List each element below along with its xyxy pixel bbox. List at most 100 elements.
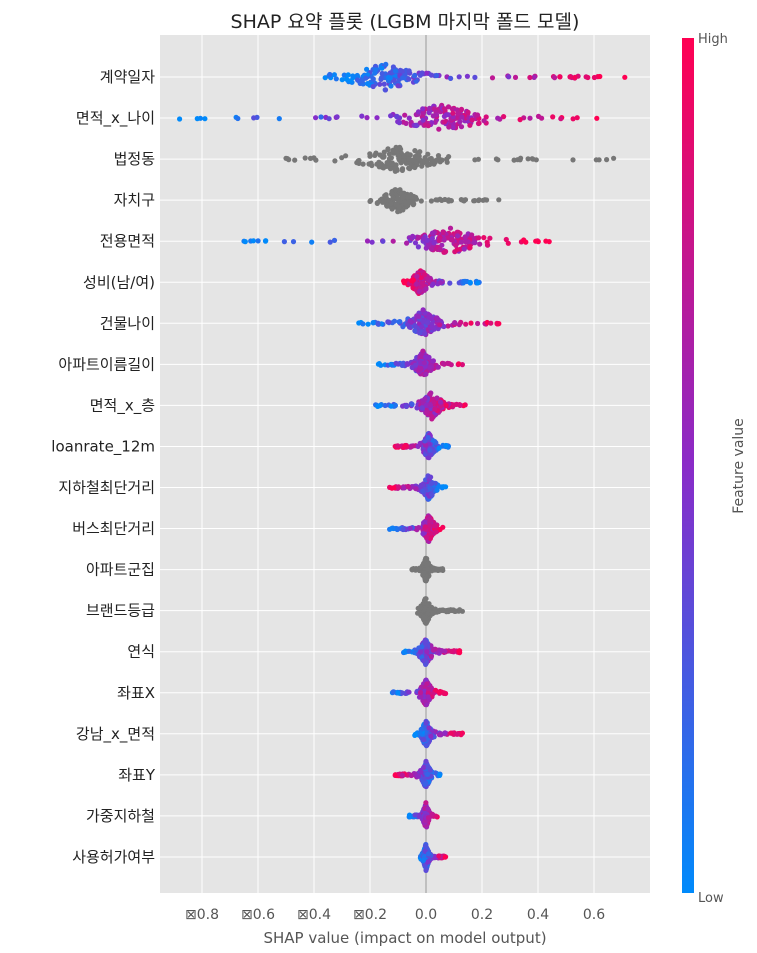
- feature-points: [409, 555, 446, 584]
- shap-point: [494, 321, 500, 327]
- shap-point: [441, 484, 447, 490]
- shap-point: [443, 608, 449, 614]
- shap-point: [423, 354, 429, 360]
- shap-point: [436, 853, 442, 859]
- shap-point: [374, 115, 380, 121]
- shap-point: [463, 239, 469, 245]
- shap-point: [467, 122, 473, 128]
- shap-point: [399, 772, 405, 778]
- shap-point: [420, 307, 426, 313]
- shap-point: [530, 156, 536, 162]
- beeswarm-points: [177, 61, 628, 874]
- shap-point: [393, 201, 399, 208]
- shap-point: [429, 811, 435, 817]
- shap-point: [429, 324, 435, 330]
- shap-point: [400, 360, 406, 366]
- shap-point: [399, 690, 405, 696]
- shap-point: [331, 237, 338, 243]
- shap-point: [450, 124, 456, 131]
- shap-point: [383, 61, 389, 67]
- shap-point: [424, 534, 430, 540]
- shap-point: [373, 150, 379, 156]
- shap-point: [457, 402, 463, 408]
- shap-point: [422, 396, 428, 402]
- shap-point: [313, 115, 319, 121]
- shap-point: [381, 199, 387, 205]
- shap-point: [413, 122, 419, 129]
- shap-point: [406, 68, 412, 74]
- shap-point: [424, 237, 430, 243]
- shap-point: [309, 239, 315, 245]
- shap-point: [428, 530, 434, 536]
- shap-point: [496, 197, 502, 203]
- shap-point: [448, 730, 454, 736]
- shap-point: [454, 107, 460, 113]
- shap-point: [365, 321, 371, 327]
- shap-point: [416, 525, 422, 531]
- shap-point: [597, 73, 603, 80]
- shap-point: [487, 235, 493, 241]
- shap-point: [437, 196, 443, 202]
- shap-point: [250, 238, 256, 244]
- shap-point: [443, 248, 449, 255]
- shap-point: [400, 195, 406, 201]
- shap-point: [359, 78, 365, 84]
- shap-point: [441, 690, 447, 696]
- shap-point: [422, 438, 428, 444]
- shap-point: [435, 364, 441, 370]
- shap-point: [412, 322, 418, 329]
- shap-point: [475, 280, 481, 286]
- feature-label: 성비(남/여): [83, 273, 155, 291]
- shap-point: [406, 689, 412, 695]
- shap-point: [417, 440, 423, 446]
- shap-point: [428, 72, 434, 78]
- shap-point: [417, 565, 423, 571]
- shap-point: [411, 164, 417, 170]
- shap-point: [428, 474, 434, 480]
- shap-point: [302, 155, 308, 161]
- shap-point: [427, 402, 433, 408]
- shap-point: [396, 156, 402, 162]
- shap-point: [393, 187, 399, 193]
- shap-point: [420, 106, 426, 112]
- feature-label: 법정동: [114, 150, 156, 168]
- shap-point: [481, 118, 487, 124]
- shap-point: [386, 156, 392, 162]
- x-tick-label: 0.0: [415, 907, 437, 923]
- shap-point: [431, 240, 437, 246]
- shap-point: [177, 116, 183, 122]
- shap-point: [439, 242, 445, 248]
- shap-point: [446, 124, 452, 130]
- shap-point: [458, 239, 465, 245]
- shap-point: [570, 157, 576, 163]
- shap-point: [425, 851, 432, 857]
- shap-point: [462, 278, 468, 284]
- shap-point: [394, 113, 400, 119]
- shap-point: [378, 362, 384, 368]
- shap-point: [407, 166, 413, 172]
- feature-points: [367, 187, 502, 215]
- shap-point: [428, 517, 434, 523]
- shap-point: [417, 689, 424, 696]
- shap-point: [425, 859, 431, 865]
- shap-point: [418, 482, 424, 488]
- shap-point: [425, 123, 431, 129]
- shap-point: [422, 597, 428, 603]
- shap-point: [327, 71, 333, 78]
- shap-point: [402, 112, 408, 118]
- shap-point: [525, 156, 531, 162]
- shap-point: [393, 360, 399, 366]
- shap-point: [421, 272, 428, 278]
- shap-point: [437, 322, 443, 328]
- shap-point: [370, 83, 376, 90]
- shap-point: [379, 70, 385, 77]
- shap-point: [406, 115, 412, 121]
- shap-point: [384, 160, 390, 166]
- shap-point: [404, 240, 410, 246]
- shap-point: [262, 238, 269, 244]
- shap-point: [276, 116, 282, 122]
- shap-point: [550, 114, 556, 120]
- shap-point: [427, 767, 433, 773]
- shap-point: [424, 566, 431, 572]
- shap-point: [457, 607, 463, 613]
